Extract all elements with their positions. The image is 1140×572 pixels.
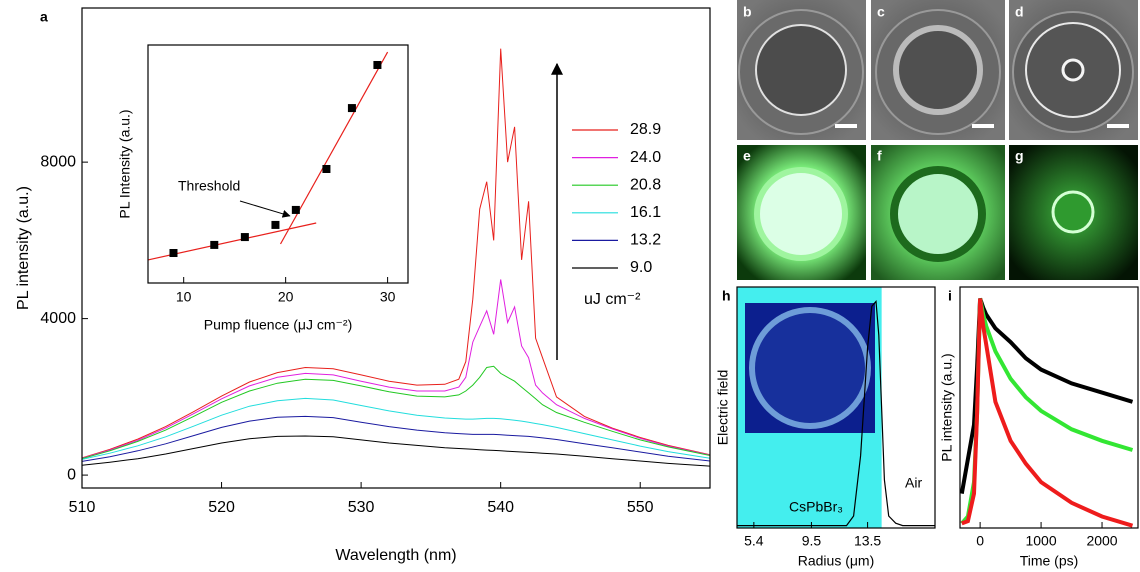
data-point <box>169 249 178 258</box>
x-tick-label: 10 <box>176 289 192 305</box>
panel-label: c <box>877 4 885 20</box>
x-axis-title: Pump fluence (μJ cm⁻²) <box>204 317 353 333</box>
x-axis-title: Time (ps) <box>1020 553 1079 569</box>
field-profile <box>737 300 935 527</box>
x-tick-label: 20 <box>278 289 294 305</box>
x-tick-label: 0 <box>976 533 984 549</box>
x-axis-title: Radius (μm) <box>798 553 875 569</box>
series-line <box>82 397 710 460</box>
legend-label: 13.2 <box>630 232 661 249</box>
x-tick-label: 1000 <box>1025 533 1056 549</box>
legend-label: 20.8 <box>630 176 661 193</box>
y-axis-title: PL Intensity (a.u.) <box>117 109 133 218</box>
legend-label: 9.0 <box>630 259 652 276</box>
data-point <box>291 205 300 214</box>
panel-label: b <box>743 4 752 20</box>
panel-label: e <box>743 148 751 164</box>
x-tick-label: 9.5 <box>802 533 822 549</box>
data-point <box>373 60 382 69</box>
panel-label: a <box>40 9 48 25</box>
x-tick-label: 550 <box>627 499 654 516</box>
plot-frame <box>736 286 936 529</box>
y-tick-label: 4000 <box>40 310 76 327</box>
plot-frame <box>81 7 711 489</box>
data-point <box>271 220 280 229</box>
inset-background <box>148 45 408 283</box>
series-line <box>82 435 710 467</box>
panel-label: i <box>948 288 952 304</box>
sem-image-b: b <box>737 0 866 140</box>
sem-image-c: c <box>871 0 1005 140</box>
legend-label: 16.1 <box>630 204 661 221</box>
x-tick-label: 30 <box>380 289 396 305</box>
series-line <box>960 297 1134 494</box>
fluorescence-image-g: g <box>1009 145 1138 280</box>
annotation-arrow <box>239 200 291 218</box>
x-tick-label: 520 <box>208 499 235 516</box>
panel-label: g <box>1015 148 1024 164</box>
panel-label: h <box>722 288 731 304</box>
annotation: Threshold <box>178 178 240 194</box>
legend-label: 24.0 <box>630 149 661 166</box>
series-line <box>82 365 710 460</box>
y-tick-label: 8000 <box>40 153 76 170</box>
x-tick-label: 510 <box>69 499 96 516</box>
y-axis-title: Electric field <box>715 370 731 445</box>
sem-image-d: d <box>1009 0 1138 140</box>
y-axis-title: PL intensity (a.u.) <box>15 186 32 310</box>
series-line <box>82 279 710 459</box>
fluorescence-image-e: e <box>737 145 866 280</box>
panel-label: f <box>877 148 882 164</box>
x-tick-label: 530 <box>348 499 375 516</box>
plot-frame <box>147 44 409 284</box>
series-line <box>82 48 710 459</box>
y-tick-label: 0 <box>67 466 76 483</box>
y-axis-title: PL intensity (a.u.) <box>939 353 955 461</box>
legend-label: 28.9 <box>630 121 661 138</box>
mode-profile-image <box>745 303 875 433</box>
legend-unit: uJ cm⁻² <box>584 291 641 308</box>
series-line <box>960 298 1134 525</box>
region-label: CsPbBr₃ <box>789 499 843 515</box>
x-axis-title: Wavelength (nm) <box>335 547 456 564</box>
data-point <box>322 164 331 173</box>
series-line <box>961 298 1134 528</box>
series-line <box>82 415 710 462</box>
data-point <box>240 233 249 242</box>
x-tick-label: 540 <box>487 499 514 516</box>
data-point <box>210 240 219 249</box>
x-tick-label: 5.4 <box>744 533 764 549</box>
data-point <box>347 104 356 113</box>
fluorescence-image-f: f <box>871 145 1005 280</box>
x-tick-label: 13.5 <box>854 533 881 549</box>
plot-frame <box>959 286 1139 529</box>
x-tick-label: 2000 <box>1086 533 1117 549</box>
panel-label: d <box>1015 4 1024 20</box>
outside-label: Air <box>905 475 922 491</box>
